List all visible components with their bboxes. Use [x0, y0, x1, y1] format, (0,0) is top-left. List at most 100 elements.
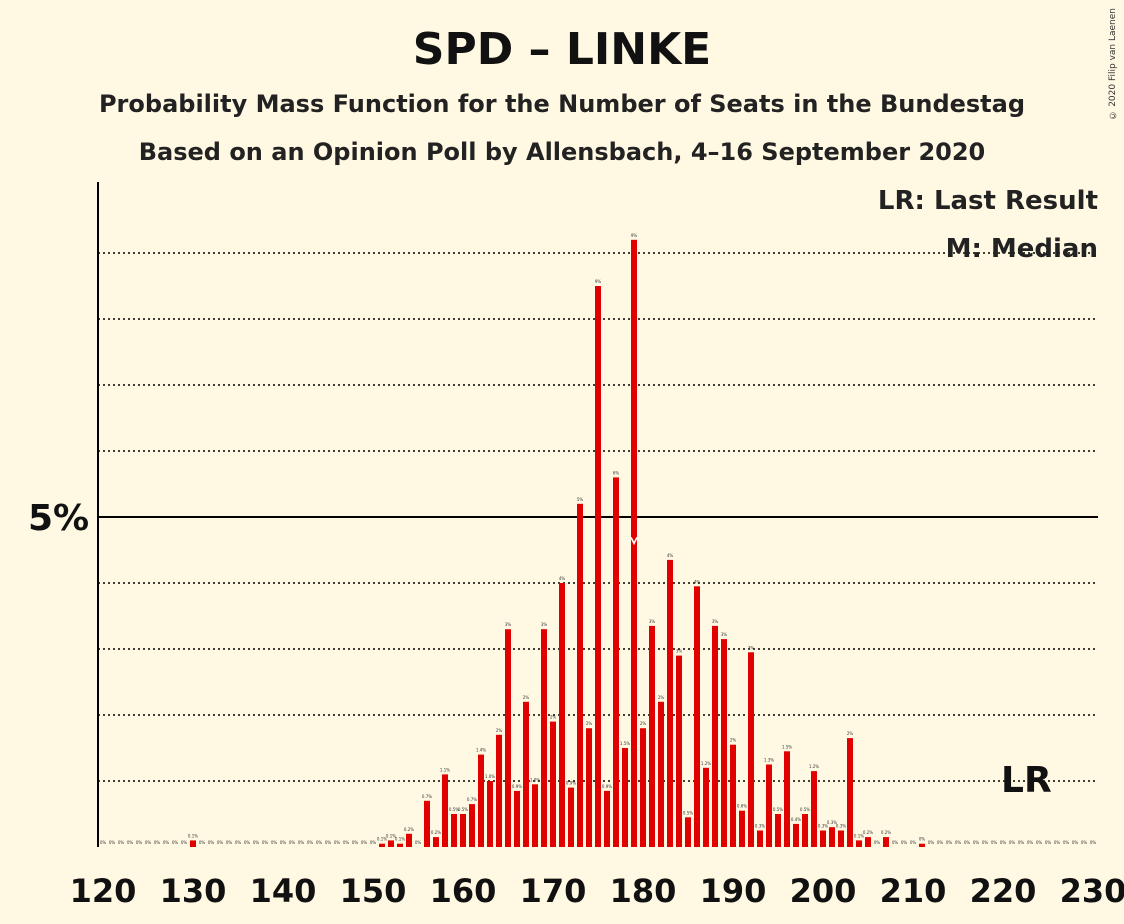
data-label-146: 0%: [334, 840, 341, 845]
bar-seat-165: [505, 629, 511, 847]
data-label-168: 1.0%: [530, 777, 540, 782]
bar-seat-170: [550, 721, 556, 847]
data-label-180: 2%: [640, 721, 647, 726]
data-label-195: 0.5%: [773, 807, 783, 812]
x-tick-label-160: 160: [430, 872, 497, 910]
data-label-127: 0%: [163, 840, 170, 845]
bar-seat-164: [496, 734, 502, 847]
data-label-182: 2%: [658, 695, 665, 700]
bar-seat-162: [478, 754, 484, 847]
data-label-191: 0.6%: [737, 804, 747, 809]
bar-seat-154: [406, 833, 412, 847]
data-label-172: 0.9%: [566, 781, 576, 786]
data-label-132: 0%: [208, 840, 215, 845]
bar-seat-191: [739, 810, 745, 847]
data-label-126: 0%: [154, 840, 161, 845]
x-tick-label-120: 120: [70, 872, 137, 910]
data-label-167: 2%: [523, 695, 530, 700]
data-label-198: 0.5%: [800, 807, 810, 812]
bar-seat-194: [766, 764, 772, 847]
legend-median: M: Median: [945, 234, 1098, 264]
bar-seat-161: [469, 804, 475, 847]
bar-seat-186: [694, 586, 700, 847]
bar-seat-203: [847, 738, 853, 847]
data-label-226: 0%: [1054, 840, 1061, 845]
data-label-135: 0%: [235, 840, 242, 845]
data-label-154: 0.2%: [404, 827, 414, 832]
data-label-207: 0.2%: [881, 830, 891, 835]
data-label-166: 0.9%: [512, 784, 522, 789]
data-label-216: 0%: [964, 840, 971, 845]
data-label-222: 0%: [1018, 840, 1025, 845]
bar-seat-190: [730, 744, 736, 847]
data-label-212: 0%: [928, 840, 935, 845]
bar-seat-171: [559, 583, 565, 847]
data-label-194: 1.3%: [764, 758, 774, 763]
data-label-151: 0.1%: [377, 837, 387, 842]
bar-seat-183: [667, 559, 673, 847]
data-label-139: 0%: [271, 840, 278, 845]
bar-seat-130: [190, 840, 196, 847]
bar-seat-192: [748, 652, 754, 847]
data-label-160: 0.5%: [458, 807, 468, 812]
data-label-145: 0%: [325, 840, 332, 845]
bar-seat-157: [433, 837, 439, 847]
data-label-217: 0%: [973, 840, 980, 845]
data-label-197: 0.4%: [791, 817, 801, 822]
bar-seat-205: [865, 837, 871, 847]
data-label-187: 1.2%: [701, 761, 711, 766]
data-label-179: 9%: [631, 233, 638, 238]
data-label-177: 6%: [613, 470, 620, 475]
bar-seat-189: [721, 639, 727, 847]
bar-seat-202: [838, 830, 844, 847]
bar-seat-181: [649, 625, 655, 847]
data-label-138: 0%: [262, 840, 269, 845]
bar-seat-184: [676, 655, 682, 847]
bar-seat-182: [658, 701, 664, 847]
bar-seat-195: [775, 814, 781, 847]
data-label-205: 0.2%: [863, 830, 873, 835]
x-tick-label-150: 150: [340, 872, 407, 910]
data-label-190: 2%: [730, 738, 737, 743]
data-label-121: 0%: [109, 840, 116, 845]
bar-seat-152: [388, 840, 394, 847]
data-label-169: 3%: [541, 622, 548, 627]
data-label-144: 0%: [316, 840, 323, 845]
data-label-178: 1.5%: [620, 741, 630, 746]
bar-seat-180: [640, 728, 646, 847]
chart-subtitle: Probability Mass Function for the Number…: [98, 90, 1026, 118]
data-label-152: 0.1%: [386, 833, 396, 838]
data-label-225: 0%: [1045, 840, 1052, 845]
data-label-173: 5%: [577, 497, 584, 502]
bar-seat-200: [820, 830, 826, 847]
bar-seat-153: [397, 843, 403, 847]
data-label-161: 0.7%: [467, 797, 477, 802]
data-label-141: 0%: [289, 840, 296, 845]
legend-last-result: LR: Last Result: [877, 186, 1098, 216]
data-label-199: 1.2%: [809, 764, 819, 769]
bar-seat-169: [541, 629, 547, 847]
bar-seat-159: [451, 814, 457, 847]
bar-seat-188: [712, 625, 718, 847]
bar-seat-207: [883, 837, 889, 847]
bar-seat-197: [793, 823, 799, 847]
data-label-140: 0%: [280, 840, 287, 845]
data-label-137: 0%: [253, 840, 260, 845]
data-label-219: 0%: [991, 840, 998, 845]
data-label-163: 1.0%: [485, 774, 495, 779]
data-label-230: 0%: [1090, 840, 1097, 845]
bar-seat-185: [685, 817, 691, 847]
data-label-210: 0%: [910, 840, 917, 845]
data-label-188: 3%: [712, 619, 719, 624]
data-label-164: 2%: [496, 728, 503, 733]
y-tick-label-5pct: 5%: [28, 498, 90, 539]
bar-seat-187: [703, 767, 709, 847]
data-label-134: 0%: [226, 840, 233, 845]
data-label-224: 0%: [1036, 840, 1043, 845]
x-tick-label-210: 210: [880, 872, 947, 910]
data-label-223: 0%: [1027, 840, 1034, 845]
x-tick-label-170: 170: [520, 872, 587, 910]
data-label-193: 0.3%: [755, 824, 765, 829]
data-label-211: 0%: [919, 837, 926, 842]
bar-seat-201: [829, 827, 835, 847]
